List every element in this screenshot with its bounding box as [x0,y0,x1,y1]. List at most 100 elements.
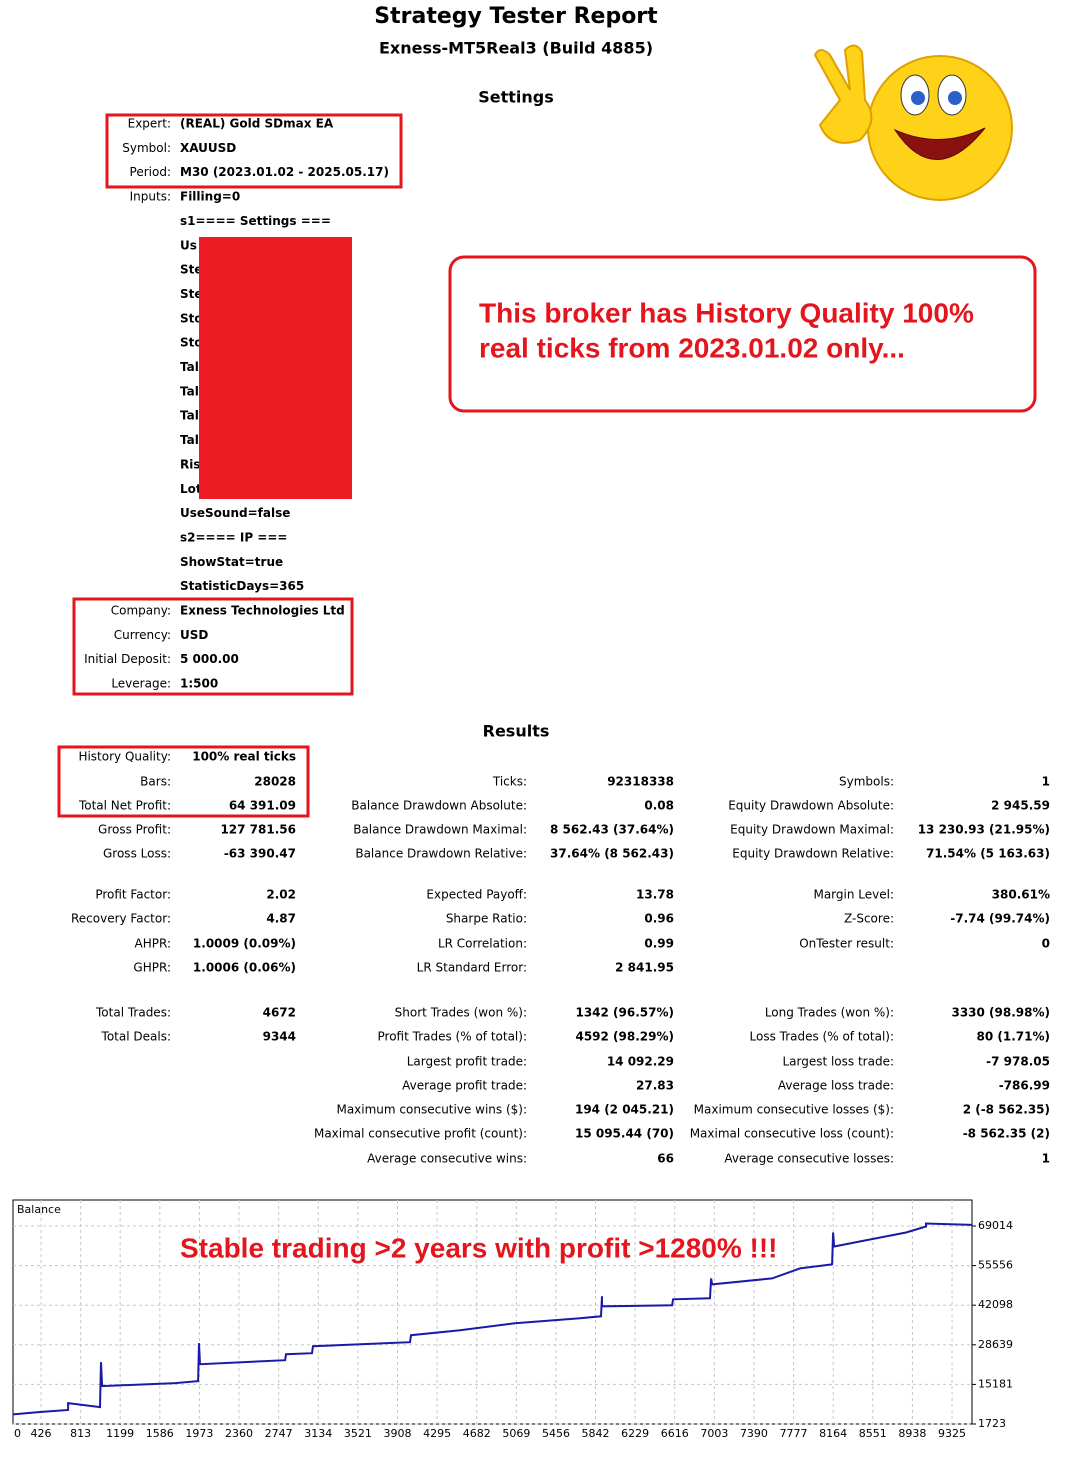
result-label: OnTester result: [799,937,894,951]
result-label: Profit Trades (% of total): [378,1030,527,1044]
result-label: Total Net Profit: [78,799,171,813]
result-label: AHPR: [135,937,171,951]
setting-value: Filling=0 [180,190,240,204]
result-label: Short Trades (won %): [395,1006,527,1020]
result-label: Symbols: [839,775,894,789]
callout-text: real ticks from 2023.01.02 only... [479,332,905,363]
setting-value: s2==== IP === [180,530,288,544]
setting-value: Us [180,238,197,252]
x-tick-label: 8551 [859,1427,887,1440]
setting-value: 5 000.00 [180,652,239,666]
x-tick-label: 4295 [423,1427,451,1440]
result-label: Total Trades: [95,1006,171,1020]
result-value: 4.87 [266,912,296,926]
result-label: Average consecutive wins: [367,1152,527,1166]
result-value: 2 945.59 [991,799,1050,813]
chart-title: Balance [17,1203,61,1216]
redaction-box [199,237,352,499]
result-value: 71.54% (5 163.63) [926,847,1050,861]
chart-annotation: Stable trading >2 years with profit >128… [180,1232,778,1263]
setting-value: 1:500 [180,677,218,691]
result-label: Maximal consecutive loss (count): [690,1127,894,1141]
result-value: 8 562.43 (37.64%) [550,823,674,837]
result-label: Average profit trade: [402,1079,527,1093]
setting-value: Tal [180,433,199,447]
x-tick-label: 3134 [304,1427,332,1440]
y-tick-label: 1723 [978,1417,1006,1430]
result-value: 9344 [263,1030,296,1044]
result-label: Balance Drawdown Relative: [355,847,527,861]
x-tick-label: 1973 [185,1427,213,1440]
result-label: LR Correlation: [438,937,527,951]
result-value: 27.83 [636,1079,674,1093]
result-value: 100% real ticks [192,750,296,764]
result-label: History Quality: [78,750,171,764]
result-label: Ticks: [492,775,527,789]
setting-label: Leverage: [111,677,171,691]
result-label: Gross Profit: [98,823,171,837]
smiley-emoji [813,44,1013,201]
highlight-box [57,745,310,818]
x-tick-label: 4682 [463,1427,491,1440]
result-value: 0.08 [644,799,674,813]
result-label: Loss Trades (% of total): [750,1030,895,1044]
result-value: -7.74 (99.74%) [950,912,1050,926]
setting-value: Ste [180,287,203,301]
x-tick-label: 8938 [898,1427,926,1440]
callout-box [448,255,1037,413]
setting-value: Sto [180,336,203,350]
result-value: 37.64% (8 562.43) [550,847,674,861]
result-value: -786.99 [999,1079,1050,1093]
setting-value: Ris [180,457,201,471]
result-value: 28028 [254,775,296,789]
x-tick-label: 8164 [819,1427,847,1440]
setting-label: Period: [130,165,171,179]
setting-value: Exness Technologies Ltd [180,604,345,618]
result-value: 13.78 [636,888,674,902]
result-label: Margin Level: [813,888,894,902]
result-label: Z-Score: [844,912,894,926]
result-value: 1342 (96.57%) [575,1006,674,1020]
x-tick-label: 6616 [661,1427,689,1440]
result-label: Expected Payoff: [426,888,527,902]
result-value: 127 781.56 [220,823,296,837]
result-label: Long Trades (won %): [765,1006,894,1020]
balance-chart: Balance 1723 15181 28639 42098 55556 69014 0 42… [12,1199,1013,1440]
result-value: 80 (1.71%) [977,1030,1050,1044]
result-label: Equity Drawdown Absolute: [728,799,894,813]
result-value: 0.99 [644,937,674,951]
result-value: 66 [657,1152,674,1166]
result-value: 1.0006 (0.06%) [193,961,296,975]
x-tick-label: 5456 [542,1427,570,1440]
setting-value: Sto [180,311,203,325]
result-value: 64 391.09 [229,799,296,813]
x-tick-label: 3521 [344,1427,372,1440]
y-tick-label: 42098 [978,1298,1013,1311]
setting-value: Ste [180,263,203,277]
x-tick-label: 9325 [938,1427,966,1440]
result-value: 4672 [263,1006,296,1020]
result-value: 0 [1042,937,1050,951]
highlight-box [72,597,354,696]
report-title: Strategy Tester Report [374,4,658,29]
result-value: 0.96 [644,912,674,926]
results-heading: Results [483,722,550,741]
setting-value: ShowStat=true [180,555,283,569]
result-label: Equity Drawdown Maximal: [730,823,894,837]
result-value: 1 [1042,1152,1050,1166]
result-value: 194 (2 045.21) [575,1103,674,1117]
result-value: 92318338 [607,775,674,789]
x-tick-label: 2747 [265,1427,293,1440]
result-label: Sharpe Ratio: [446,912,527,926]
y-tick-label: 15181 [978,1377,1013,1390]
setting-value: (REAL) Gold SDmax EA [180,117,334,131]
x-tick-label: 5842 [581,1427,609,1440]
x-tick-label: 2360 [225,1427,253,1440]
setting-value: UseSound=false [180,506,290,520]
result-value: 1 [1042,775,1050,789]
result-label: Maximum consecutive losses ($): [694,1103,894,1117]
result-label: Average loss trade: [778,1079,894,1093]
x-tick-label: 813 [70,1427,91,1440]
result-value: 380.61% [992,888,1050,902]
